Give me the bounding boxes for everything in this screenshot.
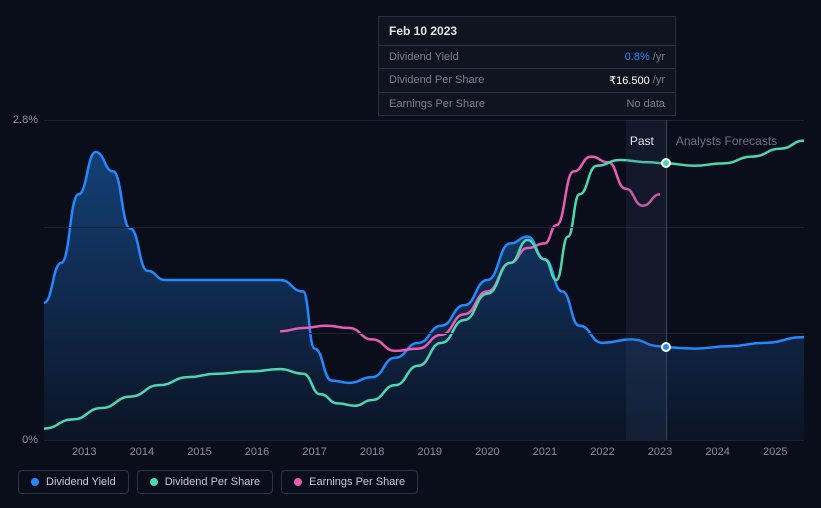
x-axis-label: 2014 [130,446,154,458]
x-axis-label: 2020 [475,446,499,458]
x-axis-label: 2022 [590,446,614,458]
chart-svg [44,120,804,440]
legend-item-dividend-per-share[interactable]: Dividend Per Share [137,470,273,494]
x-axis-label: 2013 [72,446,96,458]
legend-label: Earnings Per Share [309,476,405,488]
legend-item-dividend-yield[interactable]: Dividend Yield [18,470,129,494]
highlight-band [626,120,666,440]
tooltip-row: Dividend Yield 0.8% /yr [379,46,675,69]
tooltip-key: Dividend Per Share [389,74,609,87]
x-axis-label: 2019 [418,446,442,458]
tooltip-value: No data [626,98,665,110]
tooltip-unit: /yr [653,74,665,87]
data-point-marker [661,342,671,352]
x-axis-label: 2023 [648,446,672,458]
x-axis-label: 2016 [245,446,269,458]
x-axis-label: 2025 [763,446,787,458]
x-axis-label: 2018 [360,446,384,458]
legend-label: Dividend Yield [46,476,116,488]
tooltip-value: 0.8% [625,51,650,63]
tooltip-key: Dividend Yield [389,51,625,63]
y-axis-label: 0% [22,434,44,446]
legend-item-earnings-per-share[interactable]: Earnings Per Share [281,470,418,494]
legend-dot-icon [31,478,39,486]
chart-legend: Dividend Yield Dividend Per Share Earnin… [18,470,418,494]
past-label: Past [630,134,654,148]
legend-dot-icon [150,478,158,486]
tooltip-row: Dividend Per Share ₹16.500 /yr [379,69,675,93]
tooltip-date: Feb 10 2023 [379,17,675,46]
legend-label: Dividend Per Share [165,476,260,488]
y-axis-label: 2.8% [13,114,44,126]
tooltip-value: ₹16.500 [609,74,650,87]
tooltip-unit: /yr [653,51,665,63]
x-axis-label: 2017 [302,446,326,458]
x-axis-label: 2021 [533,446,557,458]
chart-plot-area[interactable]: 0%2.8% Past Analysts Forecasts [44,120,804,440]
x-axis: 2013 2014 2015 2016 2017 2018 2019 2020 2021 2022… [44,446,804,466]
x-axis-label: 2024 [705,446,729,458]
data-point-marker [661,158,671,168]
forecast-label: Analysts Forecasts [676,134,777,148]
legend-dot-icon [294,478,302,486]
tooltip-key: Earnings Per Share [389,98,626,110]
x-axis-label: 2015 [187,446,211,458]
chart-tooltip: Feb 10 2023 Dividend Yield 0.8% /yr Divi… [378,16,676,116]
tooltip-row: Earnings Per Share No data [379,93,675,115]
